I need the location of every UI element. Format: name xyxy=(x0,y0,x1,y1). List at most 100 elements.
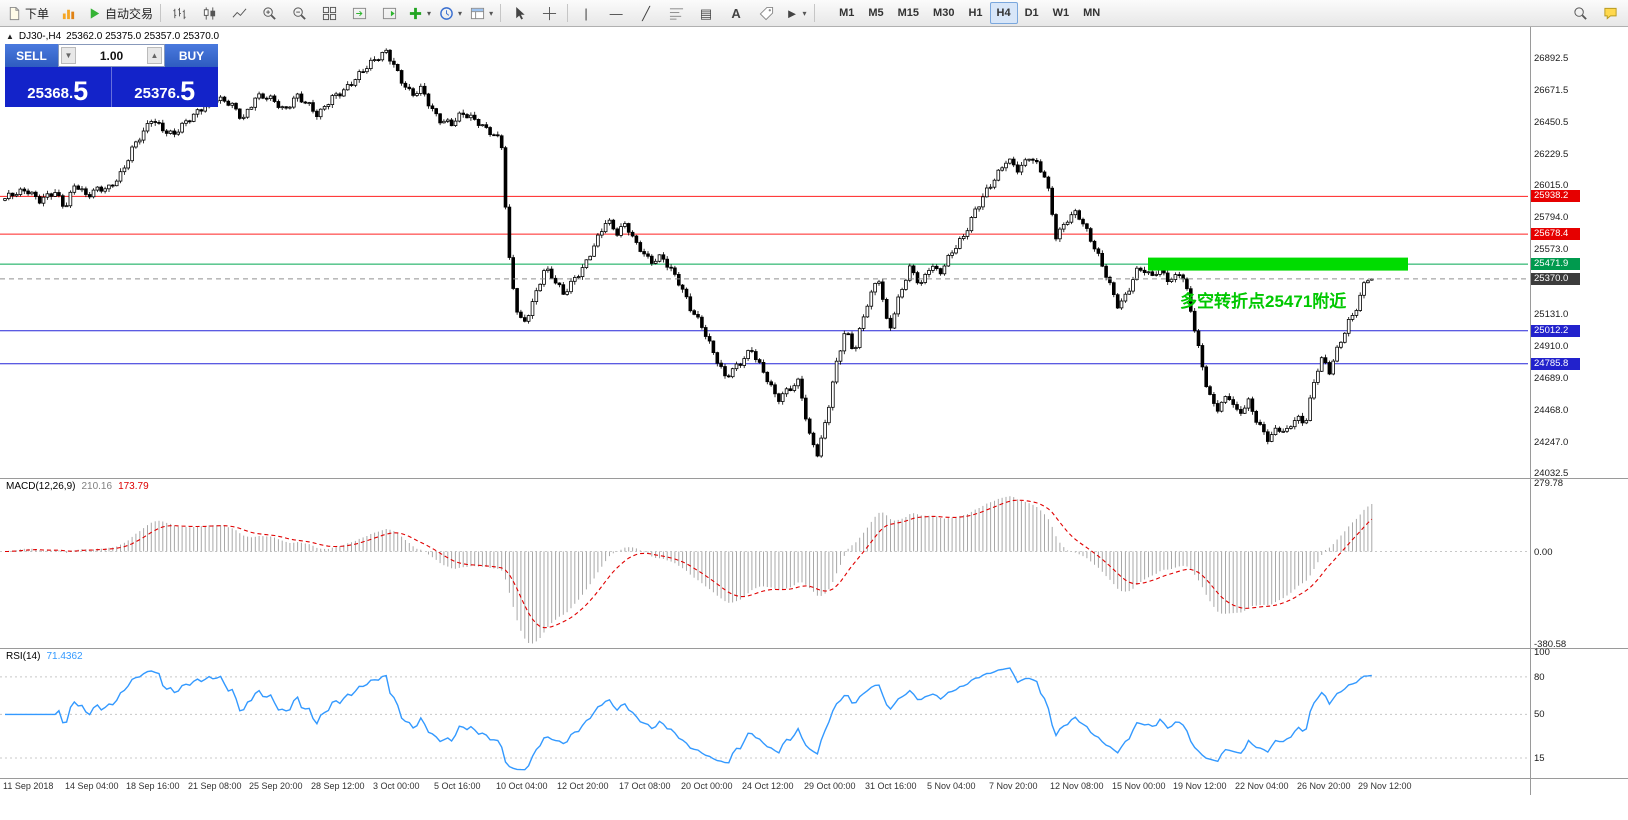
buy-price-big-digit: 5 xyxy=(180,76,196,106)
collapse-one-click-icon[interactable]: ▲ xyxy=(6,32,14,41)
chevron-down-icon: ▾ xyxy=(458,8,463,18)
macd-signal-value: 173.79 xyxy=(118,481,149,492)
trendline-tool-button[interactable]: ╱ xyxy=(631,1,661,25)
rsi-value: 71.4362 xyxy=(46,651,83,662)
ohlc-bars-icon xyxy=(172,7,186,19)
templates-button[interactable]: ▾ xyxy=(466,1,497,25)
candlestick-icon xyxy=(203,6,215,20)
buy-button[interactable]: BUY xyxy=(165,44,218,67)
chart-annotation-text[interactable]: 多空转折点25471附近 xyxy=(1180,292,1347,311)
sell-price[interactable]: 25368. 5 xyxy=(5,67,112,107)
timeframe-m5[interactable]: M5 xyxy=(868,7,884,19)
fibonacci-icon xyxy=(669,7,683,20)
buy-price-main: 25376. xyxy=(134,85,181,102)
new-order-button[interactable]: 下单 xyxy=(3,1,53,25)
new-order-icon xyxy=(9,6,20,20)
play-icon xyxy=(90,7,100,19)
toolbar-separator xyxy=(160,4,162,22)
volume-increase-icon[interactable]: ▲ xyxy=(146,47,162,64)
auto-trading-button[interactable]: 自动交易 xyxy=(83,1,157,25)
vertical-line-tool-button[interactable]: | xyxy=(571,1,601,25)
chevron-down-icon: ▾ xyxy=(489,8,494,18)
chart-title: ▲ DJ30-,H4 25362.0 25375.0 25357.0 25370… xyxy=(6,31,219,42)
cursor-icon xyxy=(515,6,525,19)
sell-button[interactable]: SELL xyxy=(5,44,58,67)
timeframe-w1[interactable]: W1 xyxy=(1052,7,1070,19)
template-icon xyxy=(471,7,485,19)
chat-button[interactable] xyxy=(1595,1,1625,25)
bar-graph-icon xyxy=(62,9,74,19)
zoom-in-icon xyxy=(262,6,276,20)
toolbar-separator xyxy=(500,4,502,22)
timeframe-mn[interactable]: MN xyxy=(1083,7,1101,19)
macd-main-value: 210.16 xyxy=(81,481,113,492)
timeframe-m1[interactable]: M1 xyxy=(839,7,855,19)
rsi-name: RSI(14) xyxy=(6,651,41,662)
new-order-label: 下单 xyxy=(25,6,50,21)
trendline-icon: ╱ xyxy=(642,5,650,21)
horizontal-line-icon: — xyxy=(609,5,623,21)
macd-label: MACD(12,26,9) 210.16 173.79 xyxy=(6,481,149,492)
auto-scroll-icon xyxy=(382,7,396,19)
timeframe-h4[interactable]: H4 xyxy=(989,2,1018,24)
chevron-down-icon: ▾ xyxy=(427,8,432,18)
chat-bubble-icon xyxy=(1603,7,1617,20)
add-indicator-button[interactable]: ▾ xyxy=(404,1,435,25)
arrow-icon: ► xyxy=(785,5,799,21)
vertical-line-icon: | xyxy=(584,5,588,21)
periods-button[interactable]: ▾ xyxy=(435,1,466,25)
toolbar: 下单 自动交易 xyxy=(0,0,1628,27)
toolbar-separator xyxy=(567,4,569,22)
clock-icon xyxy=(440,6,453,20)
market-watch-button[interactable] xyxy=(53,1,83,25)
tag-icon xyxy=(759,6,773,20)
sell-price-main: 25368. xyxy=(27,85,74,102)
tile-windows-icon xyxy=(322,6,336,20)
chevron-down-icon: ▾ xyxy=(802,8,807,18)
timeframe-m30[interactable]: M30 xyxy=(933,7,955,19)
search-icon xyxy=(1573,6,1587,20)
zoom-in-button[interactable] xyxy=(254,1,284,25)
auto-scroll-button[interactable] xyxy=(374,1,404,25)
line-chart-button[interactable] xyxy=(224,1,254,25)
crosshair-tool-button[interactable] xyxy=(534,1,564,25)
text-tool-button[interactable]: A xyxy=(721,1,751,25)
channel-icon: ▤ xyxy=(699,5,713,21)
label-tool-button[interactable] xyxy=(751,1,781,25)
cursor-tool-button[interactable] xyxy=(504,1,534,25)
volume-value: 1.00 xyxy=(99,48,124,63)
search-button[interactable] xyxy=(1565,1,1595,25)
auto-trading-label: 自动交易 xyxy=(105,6,154,21)
timeframe-m15[interactable]: M15 xyxy=(897,7,920,19)
timeframe-group: M1 M5 M15 M30 H1 H4 D1 W1 MN xyxy=(832,2,1107,24)
channel-tool-button[interactable]: ▤ xyxy=(691,1,721,25)
fibonacci-tool-button[interactable] xyxy=(661,1,691,25)
ohlc-readout: 25362.0 25375.0 25357.0 25370.0 xyxy=(66,31,220,42)
zoom-out-button[interactable] xyxy=(284,1,314,25)
volume-field[interactable]: ▼ 1.00 ▲ xyxy=(58,44,165,67)
add-indicator-icon xyxy=(409,7,422,19)
bar-chart-button[interactable] xyxy=(164,1,194,25)
line-chart-icon xyxy=(232,8,246,18)
chart-shift-icon xyxy=(352,7,366,19)
zoom-out-icon xyxy=(292,6,306,20)
candlestick-chart-button[interactable] xyxy=(194,1,224,25)
tile-windows-button[interactable] xyxy=(314,1,344,25)
symbol-timeframe: DJ30-,H4 xyxy=(18,31,62,42)
volume-decrease-icon[interactable]: ▼ xyxy=(61,47,76,64)
horizontal-line-tool-button[interactable]: — xyxy=(601,1,631,25)
one-click-trading-panel: SELL ▼ 1.00 ▲ BUY 25368. 5 25376. 5 xyxy=(5,44,218,107)
rsi-label: RSI(14) 71.4362 xyxy=(6,651,83,662)
crosshair-icon xyxy=(542,6,556,20)
text-icon: A xyxy=(731,5,741,21)
sell-price-big-digit: 5 xyxy=(73,76,89,106)
buy-price[interactable]: 25376. 5 xyxy=(112,67,219,107)
timeframe-h1[interactable]: H1 xyxy=(968,7,983,19)
timeframe-d1[interactable]: D1 xyxy=(1024,7,1039,19)
chart-shift-button[interactable] xyxy=(344,1,374,25)
arrows-tool-button[interactable]: ► ▾ xyxy=(781,1,811,25)
macd-name: MACD(12,26,9) xyxy=(6,481,76,492)
toolbar-separator xyxy=(814,4,816,22)
